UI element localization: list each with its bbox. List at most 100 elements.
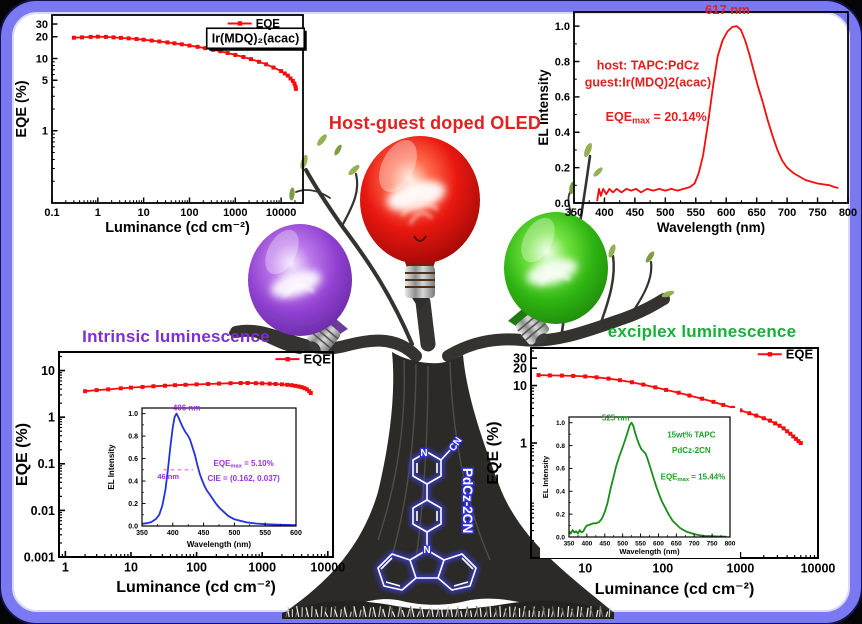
svg-text:host: TAPC:PdCz: host: TAPC:PdCz (597, 58, 700, 72)
svg-text:30: 30 (513, 351, 527, 365)
svg-text:750: 750 (707, 541, 718, 548)
svg-text:10: 10 (513, 379, 527, 393)
svg-text:EL Intensity: EL Intensity (107, 444, 116, 490)
svg-text:0.6: 0.6 (556, 466, 565, 473)
svg-text:0.8: 0.8 (556, 443, 565, 450)
svg-text:1: 1 (48, 411, 55, 425)
svg-text:EQEmax = 15.44%: EQEmax = 15.44% (661, 472, 726, 483)
svg-text:100: 100 (186, 561, 207, 575)
svg-text:0.4: 0.4 (555, 127, 571, 139)
svg-text:0.2: 0.2 (556, 511, 565, 518)
svg-text:1: 1 (95, 207, 101, 219)
svg-text:20: 20 (36, 32, 48, 44)
svg-text:0.2: 0.2 (555, 162, 570, 174)
chart-el-spectrum-doped: 350 400 450 500 550 600 650 700 750 800 0.0 0.2 0.4 0… (538, 2, 860, 240)
inset-el-spectrum-exciplex: 350 400 450 500 550 600 650 700 750 800 0.0 0.2 0.4 0… (540, 408, 740, 558)
svg-text:500: 500 (617, 541, 628, 548)
svg-text:guest:Ir(MDQ)2(acac): guest:Ir(MDQ)2(acac) (585, 75, 711, 89)
svg-text:10: 10 (41, 364, 55, 378)
svg-text:550: 550 (635, 541, 646, 548)
svg-text:0.1: 0.1 (38, 457, 55, 471)
svg-text:700: 700 (778, 207, 796, 219)
svg-text:350: 350 (136, 530, 148, 537)
center-title: Host-guest doped OLED (328, 113, 542, 133)
svg-text:800: 800 (725, 541, 736, 548)
chart-eqe-host-guest: 0.1 1 10 100 1000 10000 30 20 10 5 1 Luminance (cd … (14, 4, 314, 242)
svg-text:1: 1 (42, 126, 48, 138)
svg-text:0.01: 0.01 (31, 504, 55, 518)
molecule-name-label: PdCz-2CN (460, 468, 475, 533)
svg-text:0.0: 0.0 (556, 534, 565, 541)
exciplex-title: exciplex luminescence (607, 322, 797, 341)
svg-text:1000: 1000 (223, 207, 247, 219)
svg-text:Luminance (cd cm⁻²): Luminance (cd cm⁻²) (595, 581, 755, 598)
svg-text:0.1: 0.1 (44, 207, 59, 219)
svg-text:EQE: EQE (256, 18, 281, 30)
svg-text:500: 500 (656, 207, 674, 219)
svg-text:CIE = (0.162, 0.037): CIE = (0.162, 0.037) (208, 474, 281, 483)
svg-text:0.4: 0.4 (556, 489, 565, 496)
svg-text:0.4: 0.4 (128, 478, 138, 485)
svg-text:1: 1 (62, 561, 69, 575)
svg-text:400: 400 (595, 207, 613, 219)
svg-text:100: 100 (652, 562, 673, 576)
purple-bulb-icon (248, 224, 352, 353)
pyridine-n-label: N (420, 448, 427, 459)
svg-text:10: 10 (138, 207, 150, 219)
svg-text:EL Intensity: EL Intensity (541, 455, 550, 498)
svg-text:550: 550 (687, 207, 705, 219)
red-bulb-icon (360, 136, 480, 310)
svg-text:EQE: EQE (303, 352, 331, 367)
svg-text:700: 700 (689, 541, 700, 548)
svg-text:0.6: 0.6 (555, 92, 570, 104)
grass (285, 605, 611, 618)
svg-text:600: 600 (290, 530, 302, 537)
svg-text:15wt% TAPC: 15wt% TAPC (667, 430, 716, 439)
svg-text:400: 400 (167, 530, 179, 537)
svg-text:Luminance (cd cm⁻²): Luminance (cd cm⁻²) (105, 220, 250, 236)
svg-text:0.6: 0.6 (128, 456, 138, 463)
svg-text:350: 350 (565, 207, 583, 219)
svg-text:Wavelength (nm): Wavelength (nm) (657, 220, 765, 235)
svg-text:EQE (%): EQE (%) (14, 80, 30, 137)
svg-text:450: 450 (198, 530, 210, 537)
svg-text:EQEmax = 5.10%: EQEmax = 5.10% (214, 459, 274, 470)
svg-text:617 nm: 617 nm (705, 2, 750, 17)
svg-text:1: 1 (520, 436, 527, 450)
svg-text:650: 650 (747, 207, 765, 219)
svg-text:406 nm: 406 nm (173, 403, 201, 412)
svg-text:525 nm: 525 nm (602, 414, 630, 423)
svg-text:1.0: 1.0 (128, 411, 138, 418)
svg-text:30: 30 (36, 19, 48, 31)
inset-el-spectrum-intrinsic: 350 400 450 500 550 600 0.0 0.2 0.4 0.6 0.8 1.0 Wave… (104, 398, 304, 552)
svg-text:0.2: 0.2 (128, 501, 138, 508)
svg-text:350: 350 (564, 541, 575, 548)
svg-text:1000: 1000 (248, 561, 276, 575)
svg-text:10: 10 (124, 561, 138, 575)
svg-text:Wavelength (nm): Wavelength (nm) (187, 540, 251, 549)
svg-text:0.0: 0.0 (128, 523, 138, 530)
chart-eqe-intrinsic: 1 10 100 1000 10000 10 1 0.1 0.01 0.001 Luminance … (14, 324, 350, 612)
svg-text:500: 500 (229, 530, 241, 537)
svg-text:800: 800 (839, 207, 857, 219)
svg-text:Wavelength (nm): Wavelength (nm) (619, 547, 680, 556)
svg-text:0.8: 0.8 (128, 434, 138, 441)
intrinsic-title: Intrinsic luminescence (82, 327, 270, 346)
svg-text:EQE (%): EQE (%) (14, 423, 31, 486)
svg-text:10000: 10000 (310, 561, 345, 575)
svg-text:550: 550 (259, 530, 271, 537)
green-bulb-icon (504, 212, 608, 345)
svg-text:600: 600 (717, 207, 735, 219)
svg-text:10000: 10000 (266, 207, 297, 219)
svg-text:750: 750 (808, 207, 826, 219)
svg-text:10000: 10000 (801, 562, 836, 576)
svg-text:20: 20 (513, 362, 527, 376)
svg-text:650: 650 (671, 541, 682, 548)
svg-text:EQEmax = 20.14%: EQEmax = 20.14% (606, 110, 707, 126)
svg-text:0.001: 0.001 (24, 550, 55, 564)
svg-text:EQE (%): EQE (%) (486, 421, 502, 484)
svg-text:1.0: 1.0 (555, 21, 570, 33)
svg-text:5: 5 (42, 75, 48, 87)
